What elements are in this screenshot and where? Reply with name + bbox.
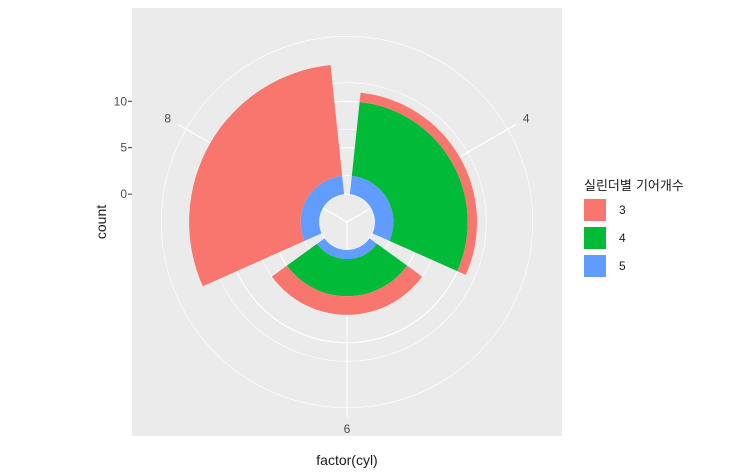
radial-tick-labels: 0 5 10 (114, 94, 132, 201)
category-tick-label: 6 (344, 422, 351, 436)
legend-key (584, 255, 606, 277)
legend-key (584, 199, 606, 221)
bar-segment (189, 65, 343, 287)
y-axis-title: count (93, 205, 109, 239)
bar-segment (316, 238, 378, 260)
legend: 실린더별 기어개수 3 4 5 (584, 179, 684, 277)
legend-label: 5 (619, 259, 626, 273)
category-tick-label: 4 (523, 112, 530, 126)
bar-segment (286, 243, 408, 297)
x-axis-title: factor(cyl) (316, 452, 377, 468)
bars-layer (189, 65, 478, 315)
category-tick-labels: 4 6 8 (164, 112, 530, 437)
legend-title: 실린더별 기어개수 (584, 179, 684, 194)
bar-segment (349, 175, 394, 241)
radial-tick-label: 10 (114, 94, 128, 108)
radial-tick-label: 0 (120, 187, 127, 201)
legend-label: 3 (619, 203, 626, 217)
legend-key (584, 227, 606, 249)
bar-segment (300, 175, 345, 241)
bar-segment (271, 265, 423, 315)
radial-tick-label: 5 (120, 141, 127, 155)
legend-items: 3 4 5 (584, 199, 626, 277)
category-tick-label: 8 (164, 112, 171, 126)
bar-segment (359, 92, 478, 275)
legend-label: 4 (619, 231, 626, 245)
bar-segment (351, 101, 468, 272)
